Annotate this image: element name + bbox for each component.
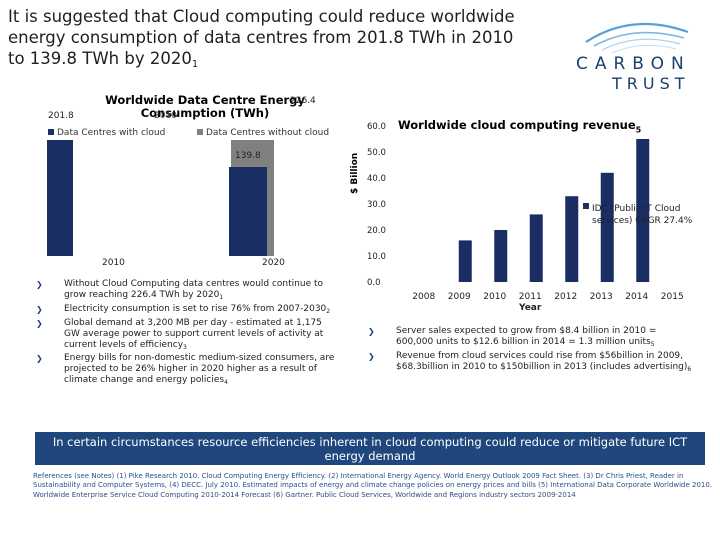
bar-2010 <box>494 230 508 282</box>
cagr-annotation: IDC (Public IT Cloud services) CAGR 27.4… <box>592 204 693 226</box>
right-chart-title: Worldwide cloud computing revenue5 <box>398 118 642 135</box>
bar-2009 <box>458 240 472 282</box>
annotation-swatch <box>583 203 589 209</box>
logo-word-trust: TRUST <box>612 74 690 93</box>
x-label-2010: 2010 <box>102 258 125 268</box>
x-tick-label-2011: 2011 <box>519 292 542 302</box>
title-line-3: to 139.8 TWh by 20201 <box>8 49 199 70</box>
x-tick-label-2015: 2015 <box>661 292 684 302</box>
left-chart-title-line-1: Worldwide Data Centre Energy <box>105 93 305 107</box>
logo-swoosh-icon <box>585 22 689 54</box>
bar-2012 <box>565 196 579 282</box>
legend-without-cloud: Data Centres without cloud <box>197 128 329 138</box>
title-line-2: energy consumption of data centres from … <box>8 28 514 47</box>
y-tick-label: 30.0 <box>367 200 386 210</box>
value-label-226-4: 226.4 <box>290 96 316 106</box>
y-tick-label: 0.0 <box>367 278 381 288</box>
left-bullet-list: ❯ Without Cloud Computing data centres wo… <box>36 279 340 389</box>
bar-2014 <box>636 139 650 282</box>
right-bullet-2: ❯ Revenue from cloud services could rise … <box>368 350 692 373</box>
value-label-139-8: 139.8 <box>235 151 261 161</box>
x-tick-label-2010: 2010 <box>483 292 506 302</box>
bar-2020-with-cloud <box>229 167 267 256</box>
left-bullet-4: ❯ Energy bills for non-domestic medium-si… <box>36 353 335 387</box>
title-line-1: It is suggested that Cloud computing cou… <box>8 7 515 26</box>
y-tick-label: 20.0 <box>367 226 386 236</box>
y-tick-label: 60.0 <box>367 122 386 132</box>
x-label-2020: 2020 <box>262 258 285 268</box>
x-tick-label-2014: 2014 <box>625 292 648 302</box>
carbon-trust-logo: CARBON TRUST <box>572 18 702 98</box>
left-bullet-1: ❯ Without Cloud Computing data centres wo… <box>36 279 324 301</box>
x-tick-label-2008: 2008 <box>412 292 435 302</box>
value-label-201-8: 201.8 <box>48 111 74 121</box>
slide-title: It is suggested that Cloud computing cou… <box>8 6 568 75</box>
x-axis-label: Year <box>519 303 542 313</box>
y-tick-label: 10.0 <box>367 252 386 262</box>
bar-2010-with-cloud <box>47 140 73 256</box>
x-tick-label-2012: 2012 <box>554 292 577 302</box>
bar-2011 <box>529 214 543 282</box>
bullet-arrow-icon: ❯ <box>36 280 43 289</box>
bar-2013 <box>600 172 614 282</box>
left-bullet-3: ❯ Global demand at 3,200 MB per day - est… <box>36 317 324 351</box>
references: References (see Notes) (1) Pike Research… <box>33 472 713 499</box>
legend-swatch-with-cloud <box>48 129 54 135</box>
right-bullet-list: ❯ Server sales expected to grow from $8.4… <box>368 326 696 376</box>
legend-with-cloud: Data Centres with cloud <box>48 128 165 138</box>
bullet-arrow-icon: ❯ <box>368 351 375 361</box>
right-bullet-1: ❯ Server sales expected to grow from $8.4… <box>368 326 657 348</box>
bullet-arrow-icon: ❯ <box>36 304 43 314</box>
overlap-label-2010: 2010 <box>154 111 177 121</box>
bullet-arrow-icon: ❯ <box>368 327 375 336</box>
x-tick-label-2009: 2009 <box>448 292 471 302</box>
left-bullet-2: ❯ Electricity consumption is set to rise … <box>36 303 331 315</box>
left-chart-title-line-2: Consumption (TWh) <box>140 106 270 120</box>
title-footnote: 1 <box>191 59 199 70</box>
legend-swatch-without-cloud <box>197 129 203 135</box>
logo-word-carbon: CARBON <box>576 54 691 74</box>
y-tick-label: 40.0 <box>367 174 386 184</box>
bullet-arrow-icon: ❯ <box>36 318 43 328</box>
conclusion-banner: In certain circumstances resource effici… <box>35 432 705 465</box>
y-tick-label: 50.0 <box>367 148 386 158</box>
x-tick-label-2013: 2013 <box>590 292 613 302</box>
left-chart-title: Worldwide Data Centre Energy Consumption… <box>70 94 340 120</box>
bullet-arrow-icon: ❯ <box>36 354 43 364</box>
